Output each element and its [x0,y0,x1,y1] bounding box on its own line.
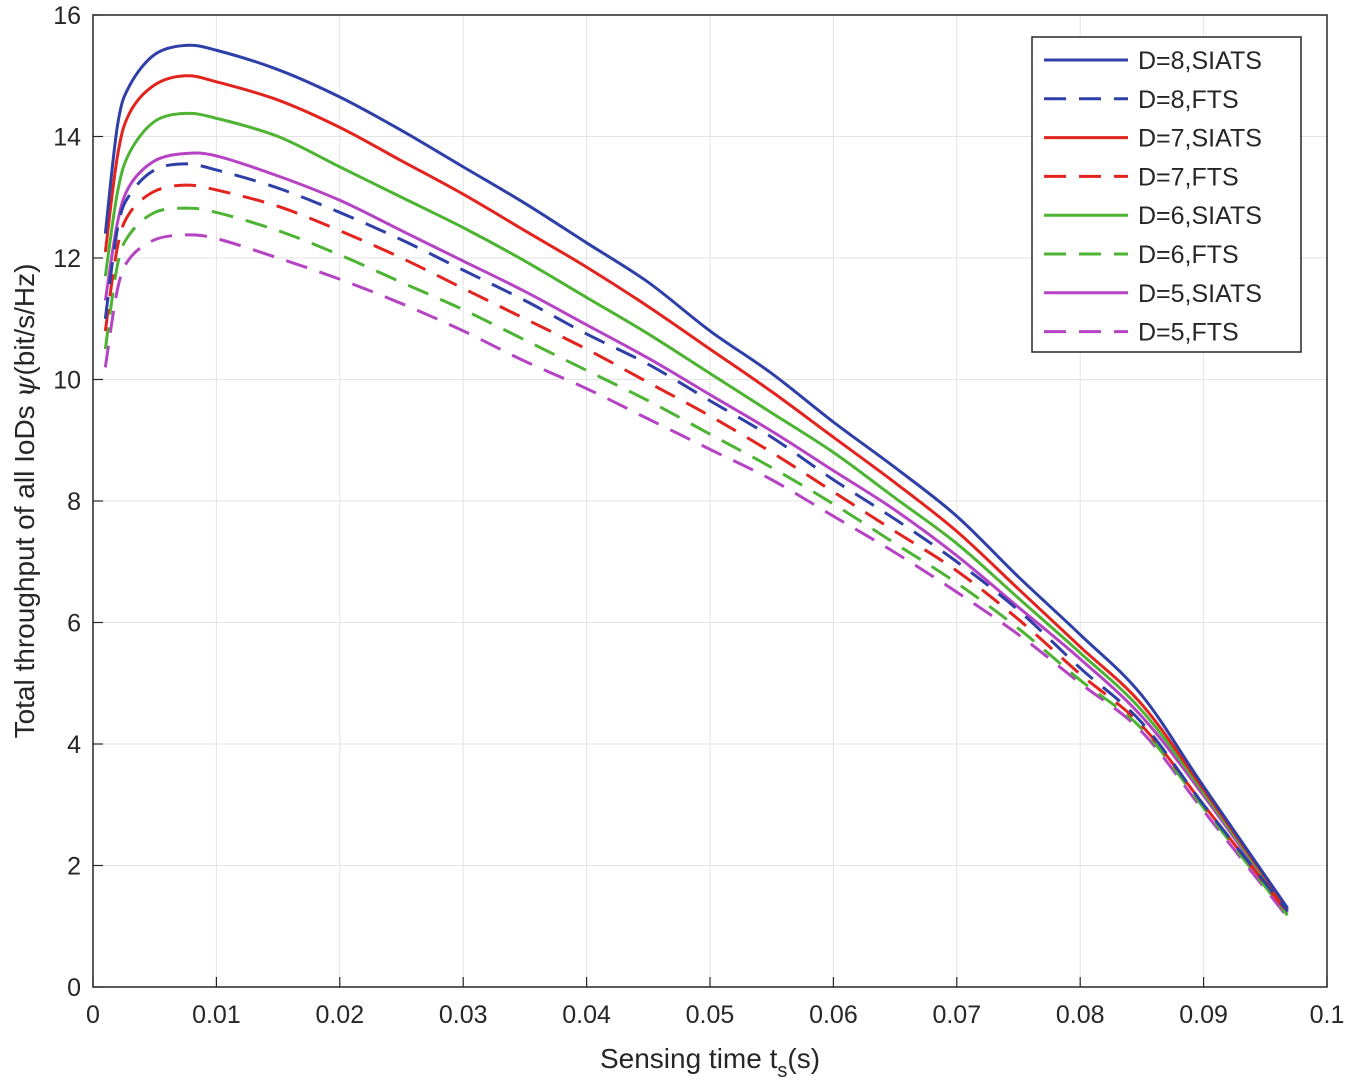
legend-box [1031,36,1302,353]
legend-label-d-6-siats: D=6,SIATS [1138,202,1262,230]
y-tick-label: 10 [53,367,81,395]
x-tick-label: 0.04 [562,1001,611,1029]
y-tick-label: 8 [67,488,81,516]
x-axis-label: Sensing time ts(s) [600,1043,820,1082]
series-line-d-6-siats [103,111,1289,912]
series-line-d-7-siats [103,74,1289,911]
x-tick-label: 0.09 [1179,1001,1228,1029]
series-line-d-5-fts [103,233,1289,919]
series-line-d-7-fts [103,183,1289,914]
x-tick-label: 0.08 [1056,1001,1105,1029]
series-line-d-8-siats [103,43,1289,909]
y-tick-label: 16 [53,2,81,30]
y-tick-label: 4 [67,731,81,759]
legend-label-d-5-fts: D=5,FTS [1138,319,1239,347]
x-tick-label: 0.1 [1310,1001,1345,1029]
x-tick-label: 0.02 [315,1001,364,1029]
series-line-d-6-fts [103,206,1289,917]
series-line-d-8-fts [103,162,1289,912]
legend-label-d-5-siats: D=5,SIATS [1138,280,1262,308]
legend-label-d-8-fts: D=8,FTS [1138,86,1239,114]
x-tick-label: 0.03 [439,1001,488,1029]
y-tick-label: 14 [53,124,81,152]
tick-layer: 0 0.01 0.02 0.03 0.04 0.05 0.06 0.07 0.08 0.09 0.1… [53,2,1344,1029]
y-tick-label: 12 [53,245,81,273]
y-tick-label: 0 [67,974,81,1002]
series-layer [103,43,1289,919]
y-tick-label: 6 [67,610,81,638]
x-tick-label: 0.05 [686,1001,735,1029]
y-tick-label: 2 [67,853,81,881]
legend-label-d-8-siats: D=8,SIATS [1138,47,1262,75]
legend-label-d-7-fts: D=7,FTS [1138,163,1239,191]
legend: D=8,SIATS D=8,FTS D=7,SIATS D=7,FTS D=6,SIAT… [1031,36,1302,353]
y-axis-label: Total throughput of all IoDs ψ(bit/s/Hz) [8,264,41,739]
series-line-d-5-siats [103,151,1289,914]
legend-label-d-6-fts: D=6,FTS [1138,241,1239,269]
x-tick-label: 0.06 [809,1001,858,1029]
x-tick-label: 0.07 [932,1001,981,1029]
x-tick-label: 0 [86,1001,100,1029]
x-tick-label: 0.01 [192,1001,241,1029]
legend-label-d-7-siats: D=7,SIATS [1138,125,1262,153]
